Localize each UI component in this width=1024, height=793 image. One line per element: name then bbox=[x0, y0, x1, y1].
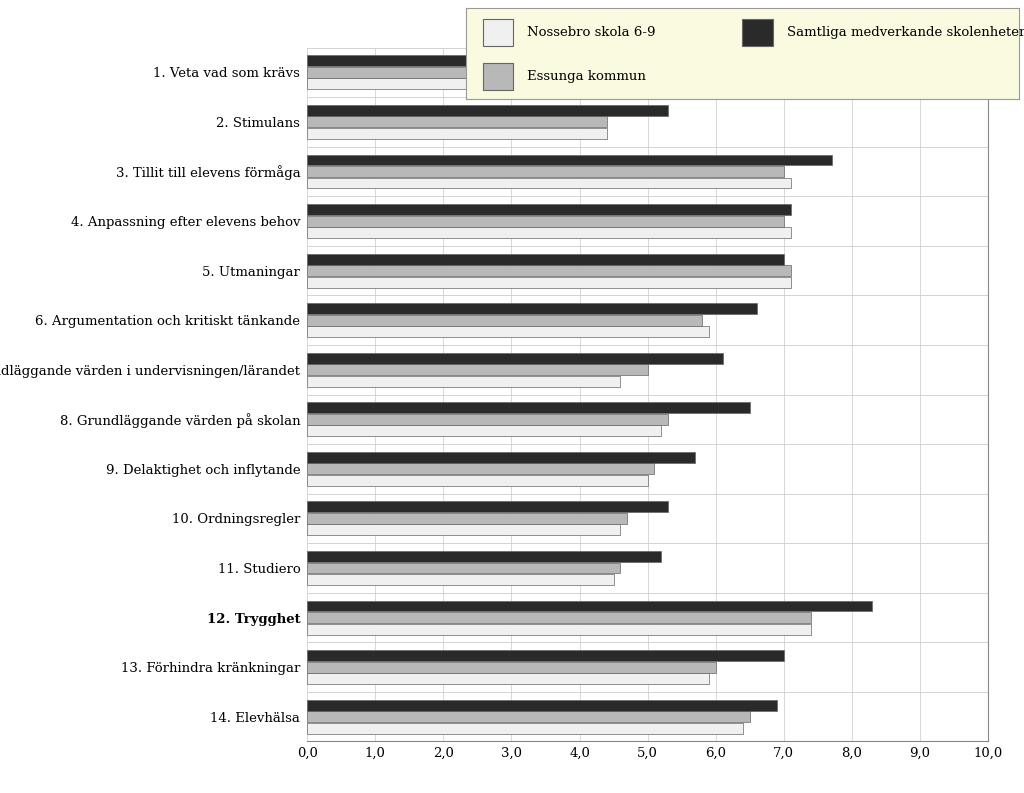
Bar bbox=[307, 425, 662, 436]
Bar bbox=[307, 414, 668, 425]
Text: Nossebro skola 6-9: Nossebro skola 6-9 bbox=[526, 26, 655, 39]
Bar bbox=[307, 265, 791, 276]
Bar bbox=[482, 19, 513, 46]
Bar bbox=[307, 551, 662, 562]
Bar bbox=[307, 574, 613, 585]
Bar bbox=[307, 463, 654, 474]
Bar bbox=[307, 452, 695, 463]
Bar bbox=[307, 722, 743, 734]
Bar bbox=[482, 63, 513, 90]
Bar bbox=[307, 353, 723, 364]
Bar bbox=[307, 475, 648, 486]
Bar bbox=[307, 501, 668, 512]
Bar bbox=[307, 524, 621, 535]
Bar bbox=[307, 277, 791, 288]
Bar bbox=[307, 105, 668, 116]
Bar bbox=[307, 254, 784, 265]
Bar bbox=[307, 364, 648, 375]
Bar bbox=[307, 699, 777, 711]
Bar bbox=[307, 166, 784, 177]
Bar bbox=[307, 623, 811, 634]
Bar bbox=[307, 376, 621, 387]
Bar bbox=[307, 402, 750, 413]
Bar bbox=[307, 56, 757, 67]
Bar bbox=[307, 600, 872, 611]
Text: Samtliga medverkande skolenheter: Samtliga medverkande skolenheter bbox=[786, 26, 1024, 39]
Bar bbox=[307, 562, 621, 573]
Bar bbox=[307, 204, 791, 215]
Bar bbox=[307, 117, 607, 128]
Bar bbox=[307, 67, 723, 78]
Bar bbox=[307, 513, 628, 524]
Bar bbox=[307, 661, 716, 672]
Bar bbox=[307, 128, 607, 139]
Bar bbox=[307, 612, 811, 623]
Bar bbox=[742, 19, 773, 46]
Bar bbox=[307, 155, 831, 166]
Text: Essunga kommun: Essunga kommun bbox=[526, 70, 645, 82]
Bar bbox=[307, 673, 709, 684]
Bar bbox=[307, 227, 791, 238]
Bar bbox=[307, 711, 750, 722]
Bar bbox=[307, 303, 757, 314]
Bar bbox=[307, 326, 709, 337]
Bar bbox=[307, 216, 784, 227]
Bar bbox=[307, 79, 729, 90]
Bar bbox=[307, 650, 784, 661]
Bar bbox=[307, 178, 791, 189]
Bar bbox=[307, 315, 702, 326]
